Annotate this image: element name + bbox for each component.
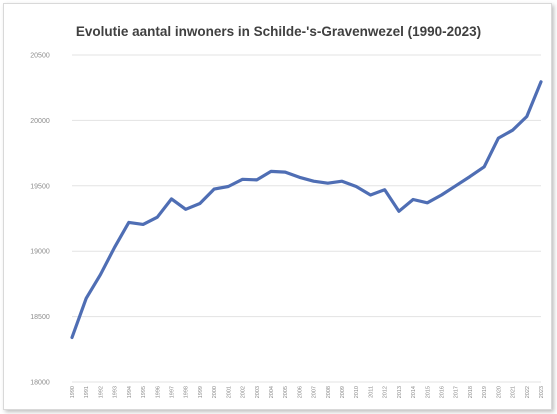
data-point	[398, 210, 400, 213]
data-point	[440, 194, 443, 196]
x-tick-label: 2010	[354, 386, 360, 398]
data-point	[255, 179, 258, 181]
data-point	[412, 198, 414, 201]
data-point	[355, 185, 358, 188]
data-point	[511, 129, 514, 132]
x-tick-label: 2022	[525, 386, 531, 398]
x-tick-label: 1997	[169, 386, 175, 398]
x-tick-label: 1993	[113, 386, 119, 398]
data-point	[71, 336, 73, 339]
data-point	[454, 185, 457, 187]
x-tick-label: 1990	[70, 386, 76, 398]
x-tick-label: 2015	[425, 386, 431, 398]
y-tick-label: 19000	[30, 249, 50, 256]
data-point	[270, 170, 272, 173]
data-point	[85, 297, 88, 300]
data-point	[156, 216, 159, 218]
y-tick-label: 18500	[30, 314, 50, 321]
x-tick-label: 1994	[127, 386, 133, 398]
data-point	[213, 188, 215, 190]
x-tick-label: 2004	[269, 386, 275, 398]
series-line	[70, 80, 543, 340]
x-tick-label: 1991	[84, 386, 90, 398]
x-tick-label: 2017	[454, 386, 460, 398]
data-point	[525, 115, 528, 118]
x-tick-label: 1992	[98, 386, 104, 398]
y-tick-label: 20000	[30, 118, 50, 125]
data-point	[99, 273, 102, 276]
x-tick-label: 2001	[226, 386, 232, 398]
data-point	[170, 198, 173, 200]
x-tick-label: 2002	[241, 386, 247, 398]
x-tick-label: 2013	[397, 386, 403, 398]
data-point	[341, 180, 343, 183]
x-tick-label: 2006	[297, 386, 303, 398]
x-tick-label: 1996	[155, 386, 161, 398]
x-tick-label: 1998	[184, 386, 190, 398]
x-tick-label: 2021	[511, 386, 517, 398]
data-point	[113, 246, 116, 249]
data-point	[298, 176, 301, 179]
data-point	[241, 178, 244, 181]
x-tick-label: 2023	[539, 386, 545, 398]
data-point	[227, 185, 230, 188]
gridlines	[72, 54, 541, 383]
data-point	[369, 194, 372, 196]
data-point	[284, 171, 286, 173]
x-tick-label: 2007	[312, 386, 318, 398]
chart-frame	[3, 3, 552, 410]
x-tick-label: 1995	[141, 386, 147, 398]
y-tick-label: 19500	[30, 183, 50, 190]
x-tick-label: 2005	[283, 386, 289, 398]
x-tick-label: 2019	[482, 386, 488, 398]
x-tick-label: 2012	[383, 386, 389, 398]
chart-title: Evolutie aantal inwoners in Schilde-'s-G…	[75, 24, 482, 39]
data-point	[497, 137, 500, 139]
data-point	[483, 166, 485, 168]
data-point	[469, 175, 471, 178]
x-tick-label: 2018	[468, 386, 474, 398]
x-tick-label: 2003	[255, 386, 261, 398]
series-population	[70, 80, 543, 340]
x-tick-label: 1999	[198, 386, 204, 398]
x-tick-label: 2008	[326, 386, 332, 398]
data-point	[199, 202, 201, 205]
y-axis: 18000 18500 19000 19500 20000 20500	[30, 53, 50, 387]
data-point	[312, 180, 315, 183]
data-point	[184, 208, 187, 211]
data-point	[128, 221, 130, 224]
x-tick-label: 2000	[212, 386, 218, 398]
data-point	[327, 182, 329, 184]
data-point	[142, 223, 144, 226]
x-tick-label: 2020	[496, 386, 502, 398]
y-tick-label: 18000	[30, 380, 50, 387]
x-tick-label: 2011	[368, 386, 374, 398]
data-point	[540, 81, 542, 83]
data-point	[426, 202, 429, 204]
x-tick-label: 2014	[411, 386, 417, 398]
x-axis: 1990 1991 1992 1993 1994 1995 1996 1997 1998 1999…	[70, 386, 545, 398]
x-tick-label: 2016	[440, 386, 446, 398]
data-point	[383, 188, 386, 191]
x-tick-label: 2009	[340, 386, 346, 398]
y-tick-label: 20500	[30, 53, 50, 60]
